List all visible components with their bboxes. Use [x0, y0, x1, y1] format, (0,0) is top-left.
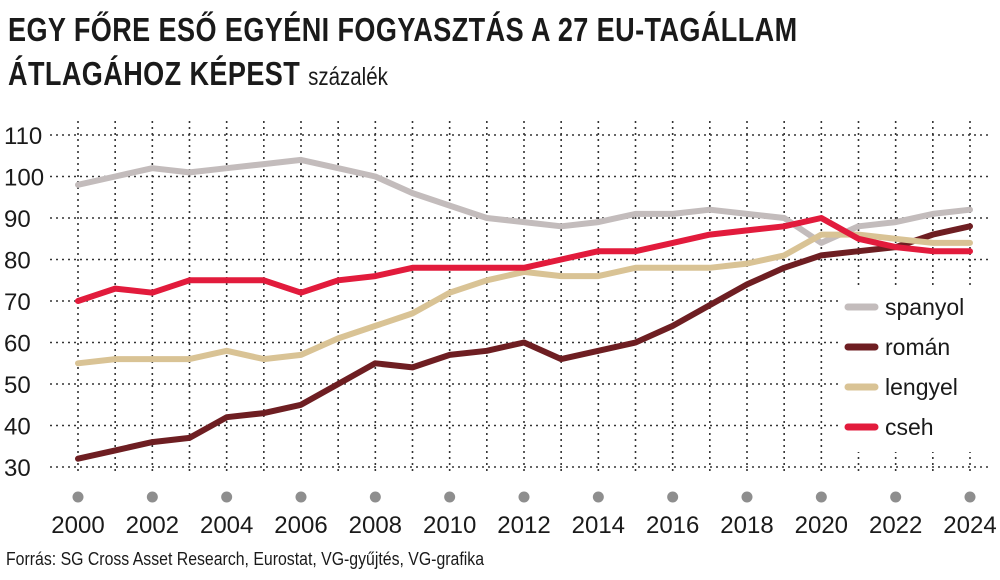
x-tick-label: 2010: [423, 512, 476, 539]
x-tick-dot: [667, 491, 679, 503]
x-tick-label: 2000: [51, 512, 104, 539]
x-tick-dot: [72, 491, 84, 503]
x-tick-dot: [518, 491, 530, 503]
y-tick-label: 70: [4, 289, 31, 316]
x-tick-dot: [890, 491, 902, 503]
x-tick-dot: [295, 491, 307, 503]
x-tick-label: 2006: [274, 512, 327, 539]
x-tick-label: 2004: [200, 512, 253, 539]
x-tick-label: 2022: [869, 512, 922, 539]
legend-label: lengyel: [885, 374, 958, 400]
legend-label: román: [885, 334, 950, 360]
y-tick-label: 80: [4, 248, 31, 275]
series-lines: [75, 156, 973, 462]
title-line-2: ÁTLAGÁHOZ KÉPEST százalék: [8, 52, 816, 99]
y-tick-label: 30: [4, 455, 31, 482]
series-line-cseh: [75, 215, 973, 304]
legend-label: spanyol: [885, 294, 964, 320]
y-axis: 30 40 50 60 70 80 90 100 110: [4, 123, 44, 482]
series-line-lengyel: [75, 231, 973, 367]
x-tick-label: 2012: [497, 512, 550, 539]
x-axis: 2000 2002 2004 2006 2008 2010 2012 2014 2016 2018…: [51, 491, 997, 539]
y-tick-label: 90: [4, 206, 31, 233]
x-tick-dot: [815, 491, 827, 503]
x-tick-label: 2018: [720, 512, 773, 539]
y-tick-label: 50: [4, 372, 31, 399]
x-tick-label: 2008: [349, 512, 402, 539]
y-tick-label: 40: [4, 414, 31, 441]
y-tick-label: 60: [4, 331, 31, 358]
chart-title: EGY FŐRE ESŐ EGYÉNI FOGYASZTÁS A 27 EU-T…: [8, 8, 993, 99]
x-tick-dot: [146, 491, 158, 503]
x-tick-label: 2020: [795, 512, 848, 539]
x-tick-label: 2016: [646, 512, 699, 539]
y-tick-label: 100: [4, 165, 44, 192]
legend: spanyol román lengyel cseh: [838, 287, 988, 452]
source-note: Forrás: SG Cross Asset Research, Eurosta…: [6, 549, 485, 569]
x-tick-label: 2014: [572, 512, 625, 539]
x-tick-dot: [221, 491, 233, 503]
title-line-1: EGY FŐRE ESŐ EGYÉNI FOGYASZTÁS A 27 EU-T…: [8, 11, 798, 48]
series-line-román: [75, 223, 973, 462]
x-tick-label: 2002: [126, 512, 179, 539]
x-tick-dot: [592, 491, 604, 503]
x-tick-dot: [444, 491, 456, 503]
y-tick-label: 110: [4, 123, 42, 150]
x-tick-dot: [741, 491, 753, 503]
x-tick-dot: [369, 491, 381, 503]
unit-label: százalék: [308, 63, 388, 91]
title-line-2-text: ÁTLAGÁHOZ KÉPEST: [8, 55, 301, 92]
x-tick-dot: [964, 491, 976, 503]
legend-label: cseh: [885, 414, 934, 440]
x-tick-label: 2024: [943, 512, 996, 539]
series-line-spanyol: [75, 156, 973, 246]
